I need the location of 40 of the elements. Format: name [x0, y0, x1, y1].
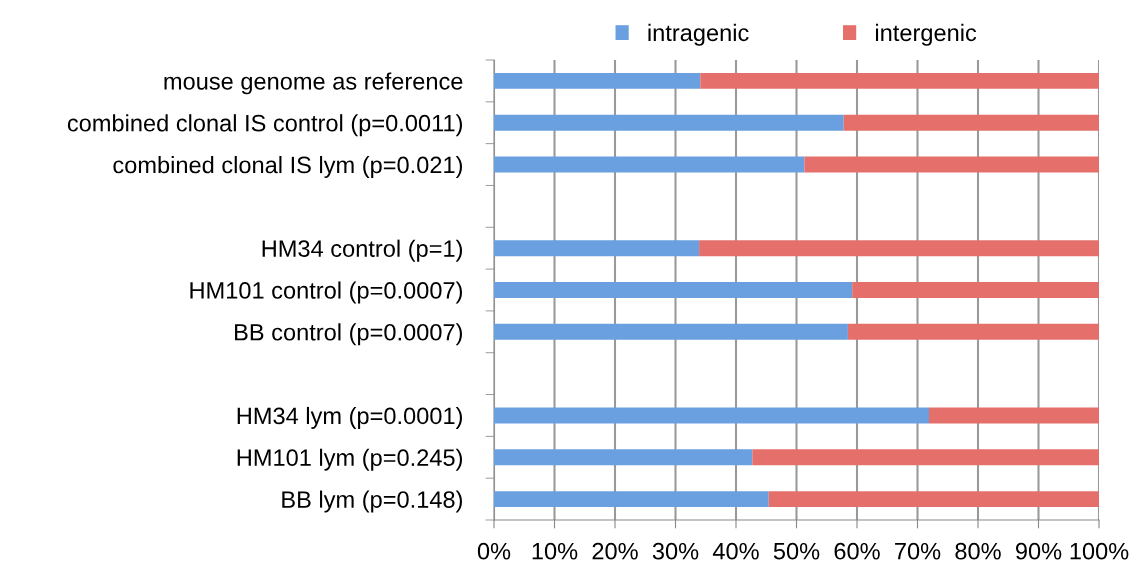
legend-label: intergenic: [876, 23, 977, 46]
bar: [699, 240, 1099, 257]
bar: [494, 491, 769, 508]
y-tick-label: BB control (p=0.0007): [235, 323, 462, 346]
x-tick-label: 70%: [895, 542, 941, 560]
bar: [804, 156, 1099, 173]
x-tick-label: 40%: [712, 542, 759, 560]
x-tick-label: 60%: [834, 542, 880, 560]
x-tick-label: 10%: [532, 542, 578, 560]
x-tick-label: 30%: [652, 542, 699, 560]
bar: [852, 282, 1099, 298]
bar: [494, 323, 848, 340]
bar: [768, 491, 1099, 508]
x-tick-label: 90%: [1015, 542, 1062, 560]
y-tick-label: combined clonal IS control (p=0.0011): [67, 114, 462, 137]
y-tick-label: mouse genome as reference: [164, 72, 463, 95]
bar: [494, 407, 929, 424]
bar: [494, 449, 753, 466]
x-tick-label: 80%: [955, 542, 1001, 560]
legend-label: intragenic: [648, 23, 749, 46]
x-tick-label: 100%: [1070, 542, 1129, 560]
bar: [494, 282, 853, 298]
bar: [494, 114, 844, 131]
y-tick-label: combined clonal IS lym (p=0.021): [113, 155, 462, 178]
y-tick-label: HM34 control (p=1): [262, 239, 462, 262]
bar: [847, 323, 1099, 340]
x-tick-label: 20%: [592, 542, 638, 560]
bar: [494, 240, 700, 257]
y-tick-label: HM101 lym (p=0.245): [237, 448, 462, 471]
bar: [494, 156, 805, 173]
y-tick-label: BB lym (p=0.148): [282, 490, 462, 513]
x-tick-label: 0%: [477, 542, 511, 560]
bar: [494, 72, 701, 89]
y-tick-label: HM34 lym (p=0.0001): [237, 406, 462, 429]
bar: [843, 114, 1099, 131]
x-tick-label: 50%: [773, 542, 820, 560]
y-tick-label: HM101 control (p=0.0007): [190, 281, 462, 304]
bar: [700, 72, 1099, 89]
bar: [928, 407, 1099, 424]
bar: [752, 449, 1099, 466]
